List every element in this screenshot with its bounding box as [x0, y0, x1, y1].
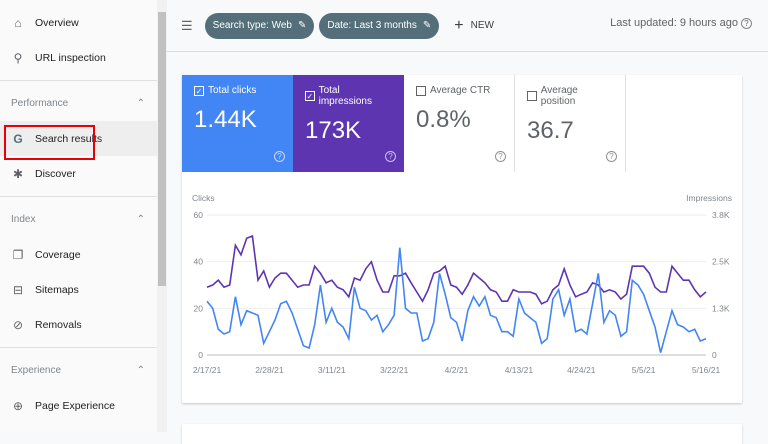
- home-icon: ⌂: [14, 15, 22, 30]
- chevron-up-icon: ⌃: [136, 214, 145, 225]
- metric-label: Average position: [540, 85, 578, 107]
- filter-icon[interactable]: ☰: [181, 17, 193, 33]
- series-line-clicks: [206, 247, 707, 353]
- x-tick: 2/28/21: [255, 365, 284, 375]
- chip-search-type[interactable]: Search type: Web ✎: [204, 12, 315, 39]
- y-left-tick: 20: [194, 303, 204, 313]
- sidebar-item-discover[interactable]: ✱ Discover: [0, 156, 157, 191]
- x-tick: 4/24/21: [567, 365, 596, 375]
- y-right-tick: 2.5K: [712, 257, 730, 267]
- new-label: NEW: [470, 20, 494, 31]
- section-performance[interactable]: Performance ⌃: [0, 86, 157, 121]
- metric-value: 173K: [305, 117, 362, 144]
- sidebar-item-removals[interactable]: ⊘ Removals: [0, 307, 157, 342]
- google-g-icon: G: [13, 131, 23, 146]
- sidebar-item-page-experience[interactable]: ⊕ Page Experience: [0, 388, 157, 423]
- section-title: Experience: [11, 365, 62, 376]
- section-index[interactable]: Index ⌃: [0, 202, 157, 237]
- sidebar-item-overview[interactable]: ⌂ Overview: [0, 5, 157, 40]
- divider: [0, 196, 157, 197]
- sidebar-item-url-inspection[interactable]: ⚲ URL inspection: [0, 40, 157, 75]
- edit-icon: ✎: [297, 20, 307, 31]
- x-tick: 5/5/21: [632, 365, 656, 375]
- table-card: [182, 424, 742, 444]
- x-tick: 3/22/21: [380, 365, 409, 375]
- y-left-label: Clicks: [192, 193, 215, 203]
- chevron-up-icon: ⌃: [136, 365, 145, 376]
- sidebar-item-label: Overview: [35, 16, 79, 29]
- metric-value: 36.7: [527, 117, 574, 144]
- x-tick: 2/17/21: [193, 365, 222, 375]
- help-icon[interactable]: ?: [495, 151, 506, 162]
- help-icon[interactable]: ?: [385, 151, 396, 162]
- checkbox[interactable]: [416, 85, 426, 96]
- help-icon[interactable]: ?: [274, 151, 285, 162]
- chevron-up-icon: ⌃: [136, 98, 145, 109]
- metric-value: 1.44K: [194, 106, 257, 133]
- filter-bar: ☰ Search type: Web ✎ Date: Last 3 months ✎…: [167, 0, 768, 52]
- pages-icon: ❐: [12, 247, 24, 262]
- y-left-tick: 0: [198, 350, 203, 360]
- sidebar-item-label: Coverage: [35, 248, 81, 261]
- metric-label: Total clicks: [208, 85, 257, 96]
- checkbox[interactable]: ✓: [194, 85, 204, 96]
- checkbox[interactable]: ✓: [305, 91, 315, 101]
- performance-chart: Clicks Impressions 0 0 20 1.3K 40 2.5K 60 3.8K 2/1…: [192, 193, 732, 375]
- sidebar-item-coverage[interactable]: ❐ Coverage: [0, 237, 157, 272]
- section-title: Performance: [11, 98, 69, 109]
- x-tick: 4/13/21: [505, 365, 534, 375]
- sidebar-item-label: Sitemaps: [35, 283, 79, 296]
- new-filter-button[interactable]: + NEW: [454, 17, 494, 35]
- y-right-label: Impressions: [686, 193, 732, 203]
- x-tick: 4/2/21: [445, 365, 469, 375]
- sidebar-item-label: Discover: [35, 167, 76, 180]
- last-updated-text: Last updated: 9 hours ago: [610, 17, 738, 29]
- chip-label: Date: Last 3 months: [327, 20, 417, 31]
- section-title: Index: [11, 214, 36, 225]
- metric-average-position[interactable]: Average position 36.7?: [515, 75, 626, 172]
- metric-total-impressions[interactable]: ✓ Total impressions 173K?: [293, 75, 404, 172]
- x-tick: 5/16/21: [692, 365, 721, 375]
- asterisk-icon: ✱: [12, 166, 24, 181]
- metric-label: Total impressions: [318, 85, 372, 107]
- sidebar-item-sitemaps[interactable]: ⊟ Sitemaps: [0, 272, 157, 307]
- sitemap-icon: ⊟: [12, 282, 24, 297]
- y-right-tick: 1.3K: [712, 303, 730, 313]
- metric-average-ctr[interactable]: Average CTR 0.8%?: [404, 75, 515, 172]
- chip-date[interactable]: Date: Last 3 months ✎: [319, 12, 440, 39]
- eye-off-icon: ⊘: [12, 317, 24, 332]
- divider: [0, 80, 157, 81]
- sidebar-item-label: URL inspection: [35, 51, 106, 64]
- divider: [0, 347, 157, 348]
- last-updated: Last updated: 9 hours ago ?: [610, 17, 752, 29]
- y-left-tick: 60: [194, 210, 204, 220]
- metric-total-clicks[interactable]: ✓ Total clicks 1.44K?: [182, 75, 293, 172]
- sidebar-item-label: Page Experience: [35, 399, 115, 412]
- sidebar-item-search-results[interactable]: G Search results: [0, 121, 157, 156]
- performance-card: ✓ Total clicks 1.44K? ✓ Total impressions 173…: [182, 75, 742, 403]
- x-tick: 3/11/21: [318, 365, 346, 375]
- search-icon: ⚲: [13, 50, 23, 65]
- chip-label: Search type: Web: [212, 20, 292, 31]
- y-right-tick: 3.8K: [712, 210, 730, 220]
- checkbox[interactable]: [527, 91, 537, 101]
- sidebar-item-label: Search results: [35, 132, 103, 145]
- section-experience[interactable]: Experience ⌃: [0, 353, 157, 388]
- metric-label: Average CTR: [430, 85, 491, 96]
- plus-circle-icon: ⊕: [12, 398, 24, 413]
- y-right-tick: 0: [712, 350, 717, 360]
- plus-icon: +: [454, 16, 464, 34]
- metric-value: 0.8%: [416, 106, 471, 133]
- series-line-impressions: [206, 234, 707, 305]
- sidebar: ⌂ Overview ⚲ URL inspection Performance ⌃ G Sea…: [0, 0, 157, 432]
- scrollbar-thumb[interactable]: [158, 12, 166, 286]
- y-left-tick: 40: [194, 257, 204, 267]
- help-icon[interactable]: ?: [741, 18, 752, 29]
- edit-icon: ✎: [422, 20, 432, 31]
- help-icon[interactable]: ?: [606, 151, 617, 162]
- sidebar-item-label: Removals: [35, 318, 82, 331]
